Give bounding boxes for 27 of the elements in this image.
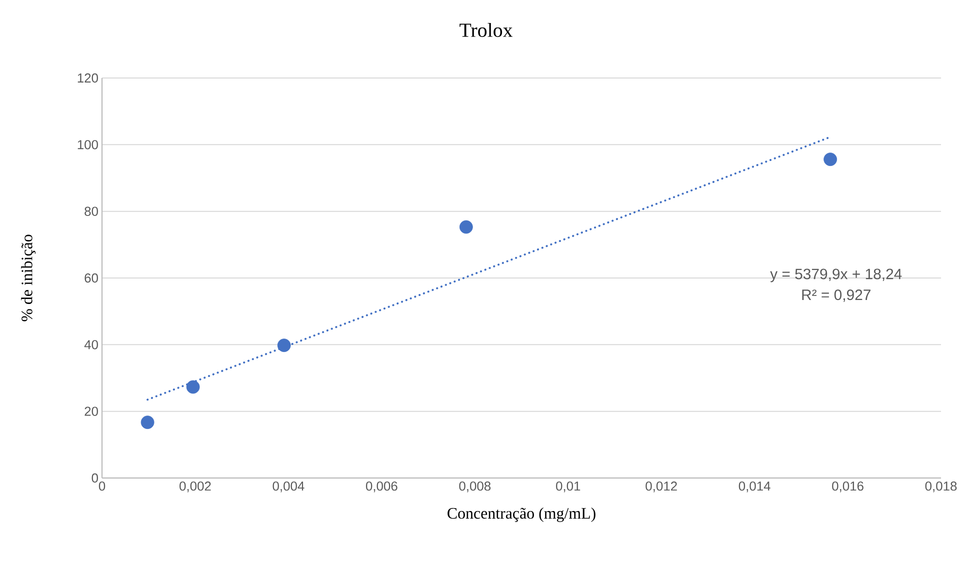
x-tick-label: 0,006	[366, 482, 398, 492]
y-tick-label: 40	[84, 340, 98, 350]
y-tick-label: 100	[78, 140, 98, 150]
point	[459, 220, 473, 234]
chart-title: Trolox	[460, 22, 513, 37]
x-tick-label: 0,012	[646, 482, 677, 492]
point	[824, 152, 838, 166]
x-tick-label: 0,008	[459, 482, 491, 492]
point	[140, 416, 154, 430]
point	[277, 338, 291, 352]
y-tick-label: 20	[84, 406, 98, 416]
x-tick-label: 0,014	[738, 482, 770, 492]
x-tick-label: 0,01	[556, 482, 580, 492]
annotation: R² = 0,927	[802, 290, 870, 302]
y-tick-label: 0	[92, 473, 98, 483]
y-tick-label: 60	[84, 273, 98, 283]
x-tick-label: 0,004	[272, 482, 304, 492]
x-axis-title: Concentração (mg/mL)	[448, 508, 596, 522]
y-tick-label: 80	[84, 206, 98, 216]
x-tick-label: 0,002	[180, 482, 211, 492]
y-axis-title: % de inibição	[21, 234, 36, 322]
point	[186, 380, 200, 394]
x-tick-label: 0	[98, 482, 106, 491]
annotation: y = 5379,9x + 18,24	[770, 268, 902, 282]
x-tick-label: 0,018	[925, 482, 957, 492]
y-tick-label: 120	[78, 73, 98, 83]
x-tick-label: 0,016	[832, 482, 864, 492]
